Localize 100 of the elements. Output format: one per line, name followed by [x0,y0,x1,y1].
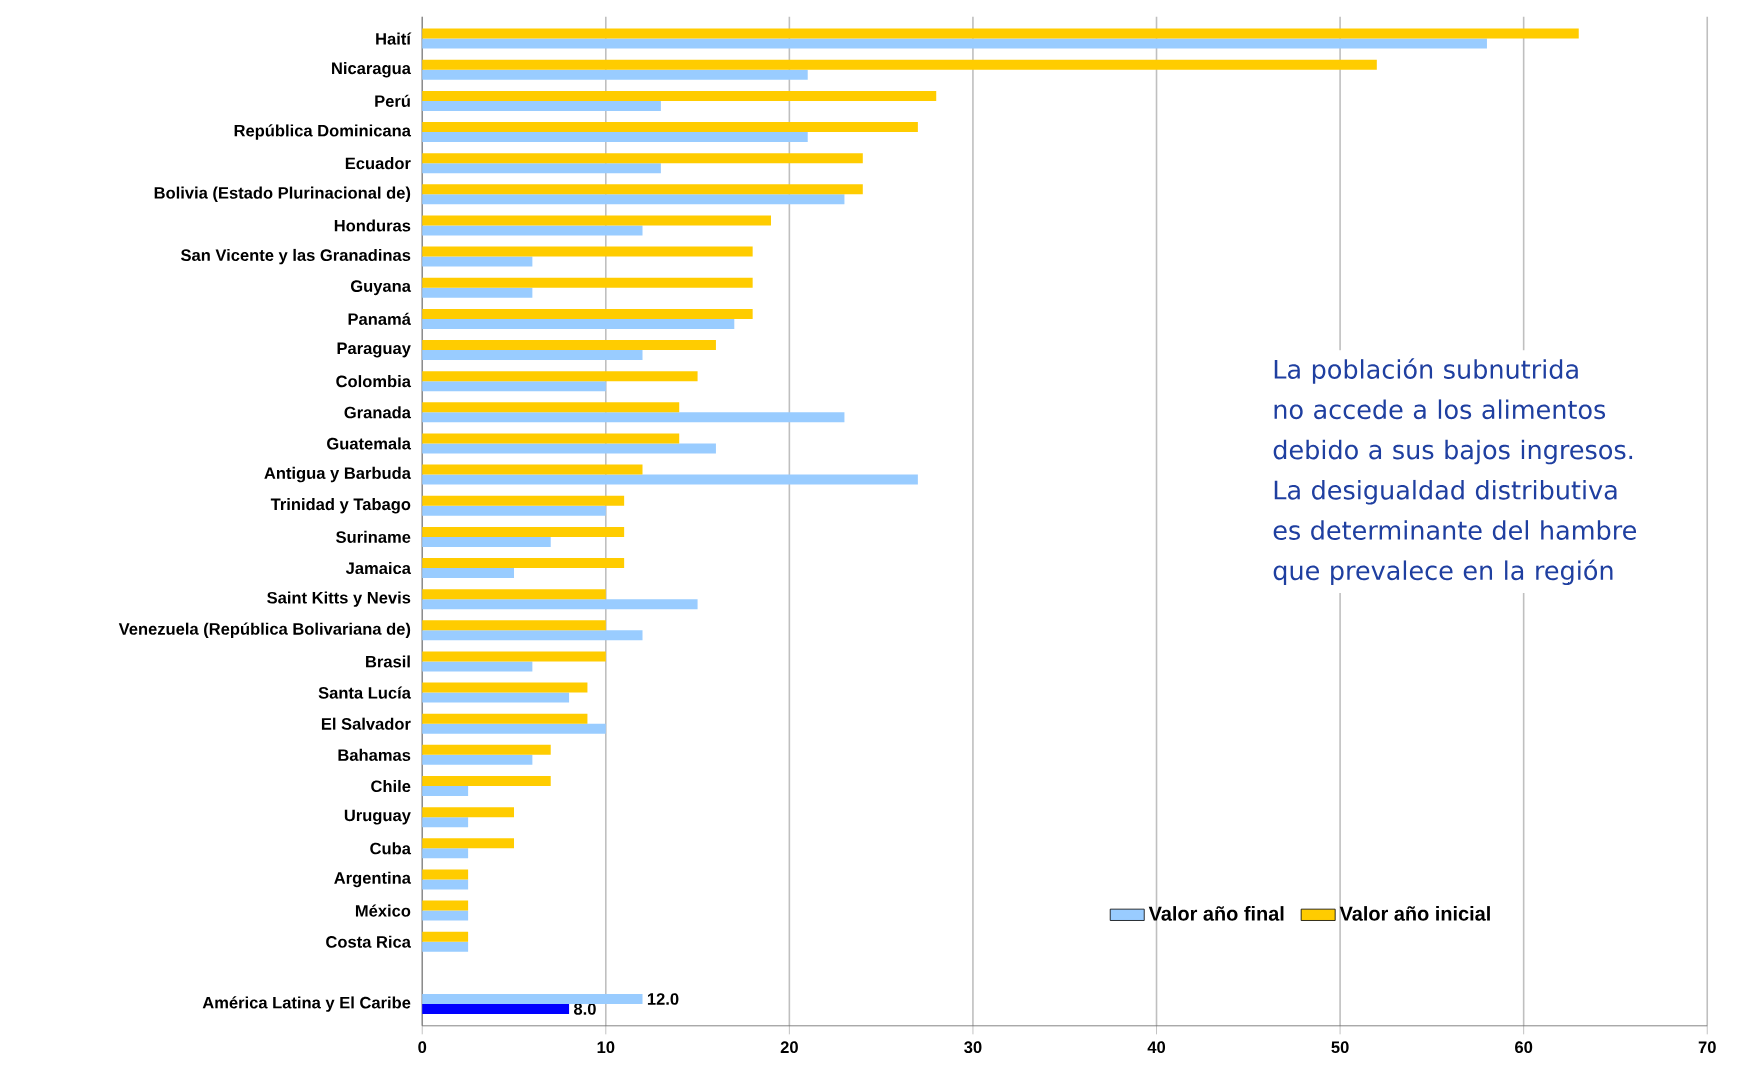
bar [422,910,469,921]
x-tick-label: 20 [780,1041,798,1054]
bar [422,692,570,703]
bar [422,350,643,361]
y-tick-label: Honduras [334,219,411,232]
bar [422,620,606,631]
bar [422,184,863,195]
y-tick-label: Cuba [370,842,412,855]
y-tick-label: Haití [376,32,412,45]
bar [422,246,753,257]
annotation: La población subnutrida no accede a los alimentos debido a sus bajos ingresos. La desigualdad distributiva es determinante del hambre que prevalece en la región [1273,358,1637,586]
y-tick-label: Bolivia (Estado Plurinacional de) [154,186,411,203]
bar [422,817,469,828]
bar [422,630,643,641]
y-tick-label: El Salvador [321,717,411,730]
x-tick-label: 10 [597,1041,615,1054]
legend-label: Valor año final [1148,906,1284,921]
y-tick-label: México [355,904,411,917]
bar [422,744,551,755]
y-tick-label: Saint Kitts y Nevis [267,591,411,607]
data-label: 12.0 [647,993,679,1005]
y-tick-label: Antigua y Barbuda [264,466,412,483]
bar [422,464,643,475]
bar [422,163,661,174]
bar [422,318,735,329]
bar [422,536,551,547]
bar [422,651,606,662]
x-tick-label: 0 [418,1041,427,1054]
bar [422,122,918,133]
bar [422,558,625,569]
y-tick-label: Chile [371,779,411,793]
bar [422,381,606,392]
bar [422,848,469,859]
x-tick-label: 60 [1515,1041,1533,1054]
y-tick-label: Brasil [366,655,410,668]
bar [422,69,808,80]
y-tick-label: Bahamas [338,748,411,761]
bar [422,433,680,444]
bar [422,568,515,579]
x-tick-label: 40 [1147,1041,1166,1054]
bar [422,194,845,205]
y-tick-label: Guatemala [327,437,412,450]
bar [422,90,937,101]
bar [422,277,753,288]
bar [422,807,515,818]
bar [422,225,643,236]
bar [422,599,698,610]
bar [422,713,588,724]
bar [422,941,469,952]
y-tick-label: Jamaica [345,561,412,575]
bar [422,402,680,413]
y-tick-label: República Dominicana [234,124,412,140]
bar [422,495,625,506]
bar [422,900,469,911]
bar [422,215,772,226]
y-tick-label: Ecuador [345,157,411,170]
bar [422,443,716,454]
y-tick-label: Costa Rica [326,935,412,948]
bar [422,371,698,382]
x-tick-label: 50 [1331,1041,1349,1054]
y-tick-label: Colombia [336,375,412,388]
x-tick-label: 30 [964,1041,982,1054]
y-tick-label: San Vicente y las Granadinas [180,248,411,265]
bar [422,1004,570,1015]
y-tick-label: América Latina y El Caribe [202,996,411,1012]
bar [422,308,753,319]
y-tick-label: Paraguay [337,342,411,358]
bar [422,838,515,849]
data-label: 8.0 [574,1003,596,1015]
bar [422,412,845,423]
bar [422,723,606,734]
bar [422,682,588,693]
y-tick-label: Granada [344,406,412,419]
y-tick-label: Venezuela (República Bolivariana de) [118,622,411,639]
y-tick-label: Uruguay [344,809,411,825]
y-tick-label: Nicaragua [332,62,412,78]
bar [422,287,533,298]
bar [422,754,533,765]
bar [422,879,469,890]
bar [422,776,551,787]
bar [422,505,606,516]
legend-label: Valor año inicial [1339,906,1490,921]
y-tick-label: Guyana [350,280,412,296]
bar [422,589,606,600]
y-tick-label: Suriname [336,530,411,543]
bar [422,869,469,880]
bar [422,28,1579,39]
y-tick-label: Trinidad y Tabago [270,498,411,514]
bar [422,661,533,672]
y-tick-label: Santa Lucía [318,686,412,699]
bar [422,786,469,797]
bar [422,526,625,537]
bar [422,100,661,111]
x-tick-label: 70 [1698,1041,1716,1054]
y-tick-label: Perú [375,94,410,108]
bar [422,132,808,143]
y-tick-label: Argentina [334,871,412,888]
y-tick-label: Panamá [348,312,411,326]
bar [422,153,863,164]
bar [422,340,716,351]
